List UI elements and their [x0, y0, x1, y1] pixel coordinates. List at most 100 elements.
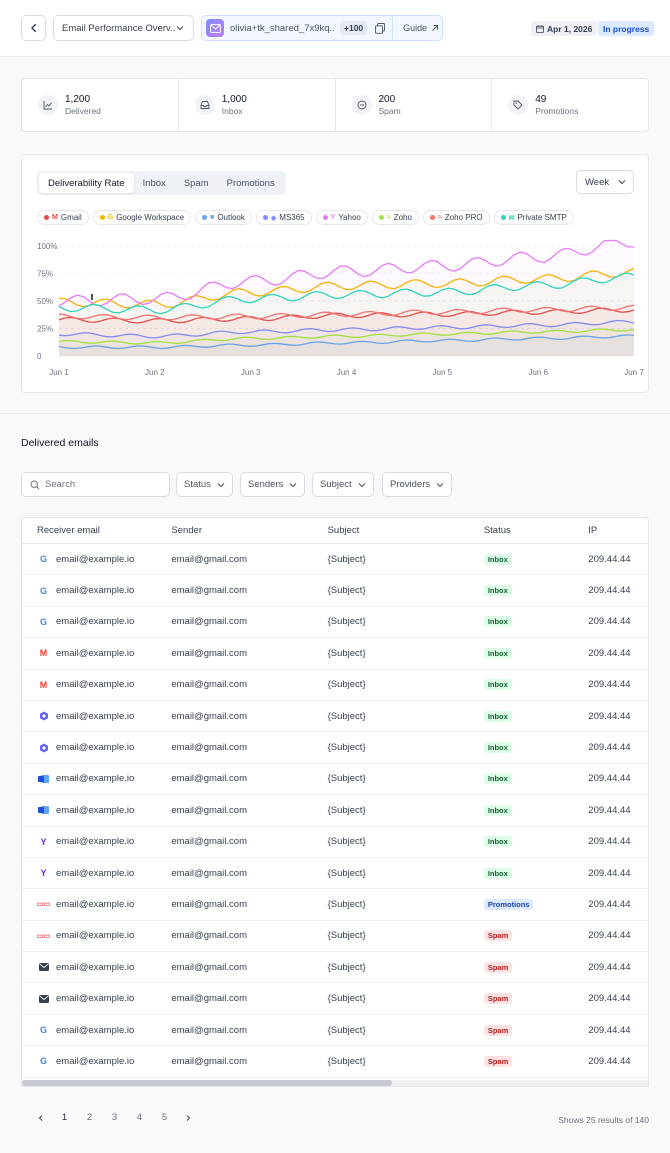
- column-header-sender[interactable]: Sender: [171, 525, 202, 536]
- ip-cell: 209.44.44: [588, 616, 631, 628]
- legend-label: Google Workspace: [116, 213, 185, 222]
- subject-cell: {Subject}: [327, 836, 366, 848]
- filter-label: Senders: [248, 479, 284, 490]
- providers-filter[interactable]: Providers: [382, 472, 453, 497]
- scrollbar-thumb[interactable]: [22, 1080, 392, 1086]
- status-cell: Spam: [483, 930, 588, 942]
- copy-icon[interactable]: [373, 21, 387, 35]
- chevron-down-icon: [358, 482, 366, 487]
- legend-item[interactable]: Y Yahoo: [315, 210, 368, 225]
- sender-cell: email@gmail.com: [171, 1024, 247, 1036]
- status-pill: Inbox: [483, 804, 512, 816]
- stat-spam: 200 Spam: [336, 79, 493, 131]
- stats-row: 1,200 Delivered 1,000 Inbox 200 Spam 49 Prom…: [21, 78, 649, 132]
- period-value: Week: [585, 176, 610, 188]
- period-dropdown[interactable]: Week: [576, 170, 634, 194]
- receiver-email: email@example.io: [56, 961, 135, 973]
- section-title: Delivered emails: [21, 437, 99, 449]
- y-tick-label: 100%: [37, 242, 57, 251]
- account-email: olivia+tk_shared_7x9kq...: [230, 22, 334, 34]
- column-header-subject[interactable]: Subject: [327, 525, 360, 536]
- x-tick-label: Jun 2: [145, 368, 165, 377]
- legend-item[interactable]: ◆ MS365: [255, 210, 312, 225]
- page-button-4[interactable]: 4: [136, 1112, 143, 1123]
- legend-item[interactable]: ■ Outlook: [195, 210, 252, 225]
- table-row[interactable]: email@example.io email@gmail.com {Subject}…: [22, 952, 648, 984]
- table-row[interactable]: email@example.io email@gmail.com {Subject}…: [22, 795, 648, 827]
- search-box[interactable]: [21, 472, 170, 497]
- table-row[interactable]: email@example.io email@gmail.com {Subject}…: [22, 764, 648, 796]
- tab-deliverability-rate[interactable]: Deliverability Rate: [39, 173, 134, 193]
- receiver-email: email@example.io: [56, 647, 135, 659]
- series-area: [59, 308, 634, 356]
- status-pill: Inbox: [483, 679, 512, 691]
- tab-spam[interactable]: Spam: [183, 177, 209, 189]
- table-row[interactable]: email@example.io email@gmail.com {Subject}…: [22, 732, 648, 764]
- trend-icon: [38, 95, 58, 115]
- legend-item[interactable]: ✉ Private SMTP: [493, 210, 574, 225]
- page-button-3[interactable]: 3: [111, 1112, 118, 1123]
- legend-dot: [202, 215, 208, 220]
- ip-cell: 209.44.44: [588, 930, 631, 942]
- page-button-2[interactable]: 2: [86, 1112, 93, 1123]
- ip-cell: 209.44.44: [588, 585, 631, 597]
- divider: [392, 15, 394, 41]
- minus-circle-icon: [351, 95, 372, 115]
- status-pill: Spam: [483, 1055, 513, 1067]
- legend-item[interactable]: G Google Workspace: [92, 210, 192, 225]
- table-row[interactable]: ▭▭ email@example.io email@gmail.com {Subjec…: [22, 921, 648, 953]
- next-page-button[interactable]: [177, 1114, 199, 1122]
- provider-icon: G: [107, 214, 114, 221]
- series-line: [58, 239, 634, 307]
- x-tick-label: Jun 4: [337, 368, 357, 377]
- stat-promotions: 49 Promotions: [492, 79, 648, 131]
- filter-label: Status: [184, 479, 211, 490]
- page-button-5[interactable]: 5: [161, 1112, 168, 1123]
- report-title-dropdown[interactable]: Email Performance Overv...: [53, 15, 194, 41]
- search-input[interactable]: [45, 479, 155, 490]
- legend-item[interactable]: M Gmail: [37, 210, 89, 225]
- column-header-status[interactable]: Status: [483, 525, 511, 536]
- table-row[interactable]: email@example.io email@gmail.com {Subject}…: [22, 701, 648, 733]
- page-button-1[interactable]: 1: [61, 1112, 68, 1123]
- status-pill: Spam: [483, 961, 513, 973]
- account-selector[interactable]: olivia+tk_shared_7x9kq... +100 Guide: [201, 15, 443, 41]
- table-row[interactable]: ▭▭ email@example.io email@gmail.com {Subjec…: [22, 889, 648, 921]
- subject-filter[interactable]: Subject: [312, 472, 374, 497]
- guide-link[interactable]: Guide: [403, 23, 439, 33]
- legend-item[interactable]: ≈ Zoho PRO: [422, 210, 490, 225]
- report-title: Email Performance Overv...: [62, 22, 175, 34]
- horizontal-scrollbar[interactable]: [22, 1080, 648, 1086]
- series-line: [58, 272, 635, 315]
- legend-item[interactable]: ≈ Zoho: [371, 210, 419, 225]
- legend-label: Private SMTP: [517, 213, 567, 222]
- tab-promotions[interactable]: Promotions: [226, 177, 275, 189]
- table-row[interactable]: email@example.io email@gmail.com {Subject}…: [22, 983, 648, 1015]
- chevron-right-icon: [186, 1114, 191, 1121]
- y-tick-label: 25%: [37, 325, 53, 334]
- mail-icon: [37, 992, 50, 1005]
- receiver-email: email@example.io: [56, 804, 135, 816]
- date-text: Apr 1, 2026: [547, 23, 593, 34]
- tab-inbox[interactable]: Inbox: [142, 177, 166, 189]
- senders-filter[interactable]: Senders: [240, 472, 306, 497]
- column-header-ip[interactable]: IP: [588, 525, 598, 536]
- prev-page-button[interactable]: [30, 1114, 52, 1122]
- legend-label: Yahoo: [338, 213, 361, 222]
- ip-cell: 209.44.44: [588, 773, 631, 785]
- status-filter[interactable]: Status: [176, 472, 233, 497]
- status-cell: Inbox: [483, 710, 588, 722]
- column-header-receiver[interactable]: Receiver email: [37, 525, 100, 536]
- back-button[interactable]: [21, 15, 46, 41]
